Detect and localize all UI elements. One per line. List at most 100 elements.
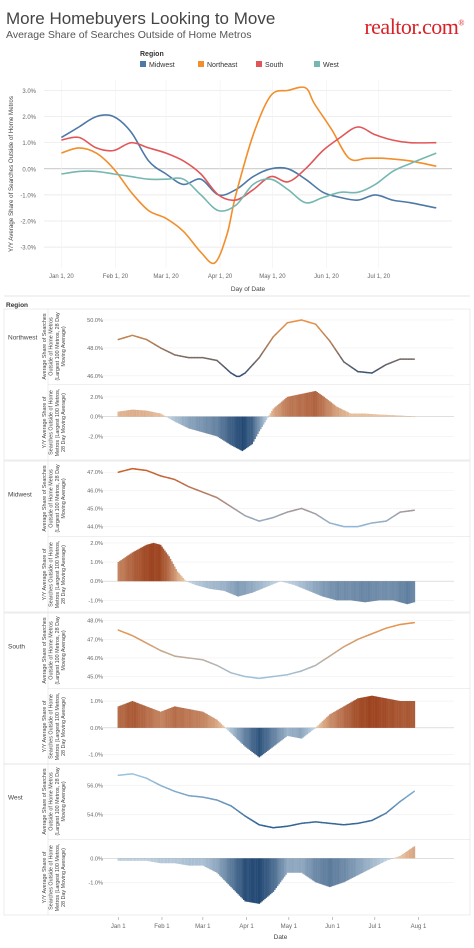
yoy-ytick-label: -1.0% <box>88 598 103 604</box>
share-ytick-label: 48.0% <box>87 346 103 352</box>
yoy-ytick-label: 0.0% <box>90 726 103 732</box>
share-axis-title-line: Moving Average) <box>61 781 67 822</box>
share-line-segment-northwest <box>328 340 334 346</box>
yoy-bar-northwest <box>265 416 268 421</box>
share-ytick-label: 48.0% <box>87 619 103 625</box>
yoy-ytick-label: 0.0% <box>90 415 103 421</box>
yoy-ytick-label: 0.0% <box>90 579 103 585</box>
top-ytick-label: 1.0% <box>22 141 36 147</box>
share-line-segment-northwest <box>258 352 263 359</box>
top-xtick-label: Jan 1, 20 <box>49 274 74 280</box>
yoy-axis-title-midwest: Y/Y Average Share ofSearches Outside of … <box>42 540 67 608</box>
yoy-bar-northwest <box>266 416 269 418</box>
share-ytick-label: 56.0% <box>87 783 103 789</box>
share-axis-title-northwest: Average Share of SearchesOutside of Home… <box>42 312 67 381</box>
yoy-axis-title-line: 28 Day Moving Average) <box>61 393 67 452</box>
yoy-axis-title-line: Y/Y Average Share of <box>42 396 48 448</box>
yoy-ytick-label: -1.0% <box>88 880 103 886</box>
yoy-axis-title-line: Y/Y Average Share of <box>42 851 48 903</box>
share-axis-title-line: (Largest 100 Metros, 28 Day <box>55 464 61 533</box>
yoy-axis-title-line: Metros (Largest 100 Metros, <box>55 692 61 760</box>
facet-header-label: Region <box>6 302 28 309</box>
top-ytick-label: 0.0% <box>22 167 36 173</box>
bottom-xtick-label: Apr 1 <box>239 924 254 930</box>
yoy-bar-south <box>413 700 416 728</box>
yoy-axis-title-line: Metros (Largest 100 Metros, <box>55 540 61 608</box>
yoy-axis-title-line: Metros (Largest 100 Metros, <box>55 843 61 911</box>
share-ytick-label: 50.0% <box>87 318 103 324</box>
yoy-axis-title-line: 28 Day Moving Average) <box>61 848 67 907</box>
share-axis-title-west: Average Share of SearchesOutside of Home… <box>42 767 67 836</box>
top-xtick-label: Apr 1, 20 <box>208 274 233 280</box>
yoy-bar-midwest <box>413 581 416 603</box>
share-axis-title-line: Moving Average) <box>61 630 67 671</box>
share-axis-title-line: Average Share of Searches <box>42 465 48 531</box>
yoy-bar-south <box>313 727 316 730</box>
yoy-axis-title-line: 28 Day Moving Average) <box>61 697 67 756</box>
share-axis-title-line: Average Share of Searches <box>42 768 48 834</box>
series-line-northeast <box>61 86 437 265</box>
yoy-ytick-label: 0.0% <box>90 856 103 862</box>
yoy-ytick-label: -1.0% <box>88 753 103 759</box>
bottom-xtick-label: Feb 1 <box>154 924 170 930</box>
legend-title: Region <box>140 51 164 58</box>
facet-region-label-midwest: Midwest <box>8 492 32 499</box>
top-ytick-label: -3.0% <box>20 246 36 252</box>
series-line-midwest <box>60 114 437 209</box>
bottom-x-axis-title: Date <box>274 934 288 941</box>
share-axis-title-line: Outside of Home Metros <box>48 469 54 528</box>
facet-region-label-west: West <box>8 795 23 802</box>
legend-swatch-west <box>314 61 320 67</box>
legend-swatch-south <box>256 61 262 67</box>
top-xtick-label: Jul 1, 20 <box>367 274 390 280</box>
share-axis-title-line: Outside of Home Metros <box>48 772 54 831</box>
facet-region-label-south: South <box>8 644 25 651</box>
brand-name: realtor.com <box>364 14 459 39</box>
top-ytick-label: 3.0% <box>22 89 36 95</box>
share-axis-title-line: Moving Average) <box>61 326 67 367</box>
share-ytick-label: 47.0% <box>87 470 103 476</box>
share-axis-title-line: Average Share of Searches <box>42 617 48 683</box>
top-x-axis-title: Day of Date <box>231 286 266 293</box>
top-xtick-label: Jun 1, 20 <box>314 274 339 280</box>
top-xtick-label: May 1, 20 <box>259 274 286 280</box>
yoy-axis-title-northwest: Y/Y Average Share ofSearches Outside of … <box>42 388 67 456</box>
yoy-axis-title-west: Y/Y Average Share ofSearches Outside of … <box>42 843 67 911</box>
yoy-axis-title-line: Metros (Largest 100 Metros, <box>55 388 61 456</box>
yoy-bar-west <box>413 846 416 859</box>
yoy-bar-south <box>223 726 225 728</box>
top-xtick-label: Feb 1, 20 <box>103 274 129 280</box>
legend-swatch-northeast <box>198 61 204 67</box>
bottom-xtick-label: May 1 <box>281 924 298 930</box>
series-line-west <box>61 152 437 212</box>
share-line-segment-northwest <box>269 335 275 342</box>
legend-swatch-midwest <box>140 61 146 67</box>
bottom-xtick-label: Jan 1 <box>111 924 126 930</box>
yoy-ytick-label: 1.0% <box>90 560 103 566</box>
yoy-axis-title-line: 28 Day Moving Average) <box>61 545 67 604</box>
yoy-bar-northwest <box>162 415 165 417</box>
share-ytick-label: 46.0% <box>87 488 103 494</box>
yoy-axis-title-line: Searches Outside of Home <box>48 694 54 759</box>
chart-title: More Homebuyers Looking to Move <box>6 9 276 28</box>
yoy-axis-title-line: Y/Y Average Share of <box>42 548 48 600</box>
top-y-axis-title: Y/Y Average Share of Searches Outside of… <box>8 96 15 252</box>
share-line-segment-northwest <box>261 348 266 355</box>
share-line-segment-northwest <box>340 356 345 363</box>
share-ytick-label: 46.0% <box>87 374 103 380</box>
bottom-xtick-label: Jun 1 <box>325 924 340 930</box>
top-ytick-label: -2.0% <box>20 220 36 226</box>
share-axis-title-line: (Largest 100 Metros, 28 Day <box>55 767 61 836</box>
yoy-axis-title-line: Searches Outside of Home <box>48 845 54 910</box>
share-ytick-label: 54.0% <box>87 813 103 819</box>
share-ytick-label: 45.0% <box>87 675 103 681</box>
share-axis-title-line: (Largest 100 Metros, 28 Day <box>55 616 61 685</box>
top-xtick-label: Mar 1, 20 <box>153 274 179 280</box>
legend-label-south: South <box>265 62 283 69</box>
share-axis-title-south: Average Share of SearchesOutside of Home… <box>42 616 67 685</box>
share-axis-title-line: (Largest 100 Metros, 28 Day <box>55 312 61 381</box>
share-axis-title-line: Average Share of Searches <box>42 313 48 379</box>
share-line-segment-northwest <box>331 344 337 351</box>
chart-subtitle: Average Share of Searches Outside of Hom… <box>6 29 252 41</box>
